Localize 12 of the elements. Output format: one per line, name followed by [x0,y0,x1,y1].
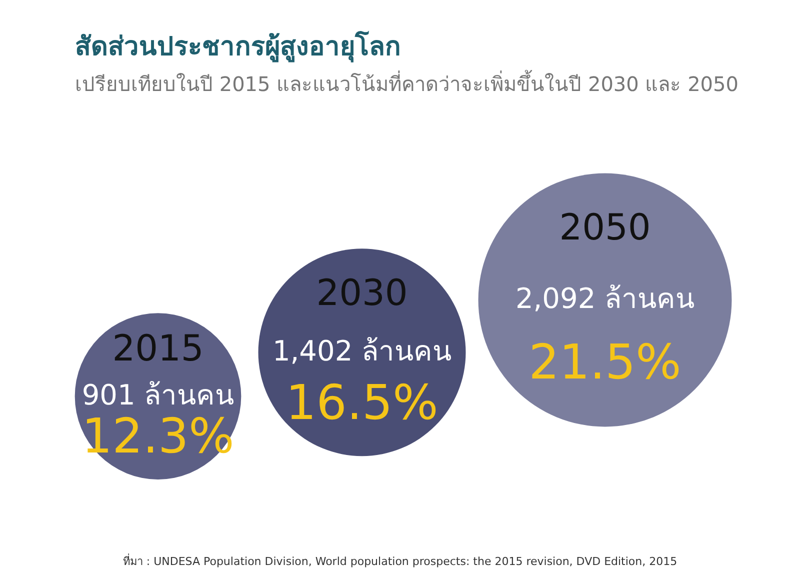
category-label: 2050 [559,208,651,248]
data-label: 21.5% [528,334,682,390]
text: ที่มา : UNDESA Population Division, World population prospects: the 2015 revision, DVD Edition, 2015 [122,553,678,568]
data-label: 2,092 ล้านคน [515,282,695,315]
text: เปรียบเทียบในปี 2015 และแนวโน้มที่คาดว่าจะเพิ่มขึ้นในปี 2030 และ 2050 [75,70,738,96]
data-label: 12.3% [82,408,234,465]
category-label: 2015 [112,328,204,370]
text: สัดส่วนประชากรผู้สูงอายุโลก [75,30,401,63]
data-label: 16.5% [286,375,438,432]
data-label: 901 ล้านคน [82,378,234,412]
category-label: 2030 [316,272,408,314]
data-label: 1,402 ล้านคน [272,334,452,368]
